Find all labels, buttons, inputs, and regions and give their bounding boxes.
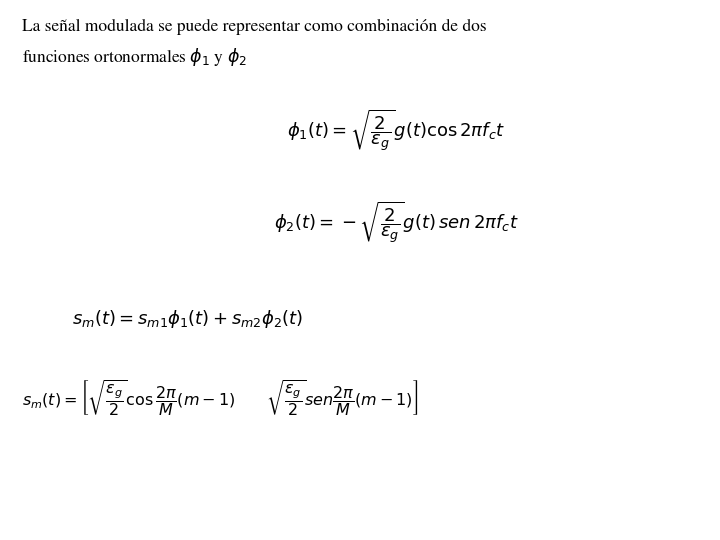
Text: La señal modulada se puede representar como combinación de dos: La señal modulada se puede representar c… — [22, 19, 486, 35]
Text: funciones ortonormales $\phi_1$ y $\phi_2$: funciones ortonormales $\phi_1$ y $\phi_… — [22, 46, 246, 68]
Text: $s_m(t) = s_{m1}\phi_1(t) + s_{m2}\phi_2(t)$: $s_m(t) = s_{m1}\phi_1(t) + s_{m2}\phi_2… — [72, 308, 303, 330]
Text: $\phi_2(t) = -\sqrt{\dfrac{2}{\varepsilon_g}}g(t)\,sen\,2\pi f_c t$: $\phi_2(t) = -\sqrt{\dfrac{2}{\varepsilo… — [274, 200, 518, 246]
Text: $s_m(t) = \left[\sqrt{\dfrac{\varepsilon_g}{2}}\cos\dfrac{2\pi}{M}(m-1) \qquad \: $s_m(t) = \left[\sqrt{\dfrac{\varepsilon… — [22, 378, 418, 418]
Text: $\phi_1(t) = \sqrt{\dfrac{2}{\varepsilon_g}}g(t)\cos 2\pi f_c t$: $\phi_1(t) = \sqrt{\dfrac{2}{\varepsilon… — [287, 108, 505, 154]
